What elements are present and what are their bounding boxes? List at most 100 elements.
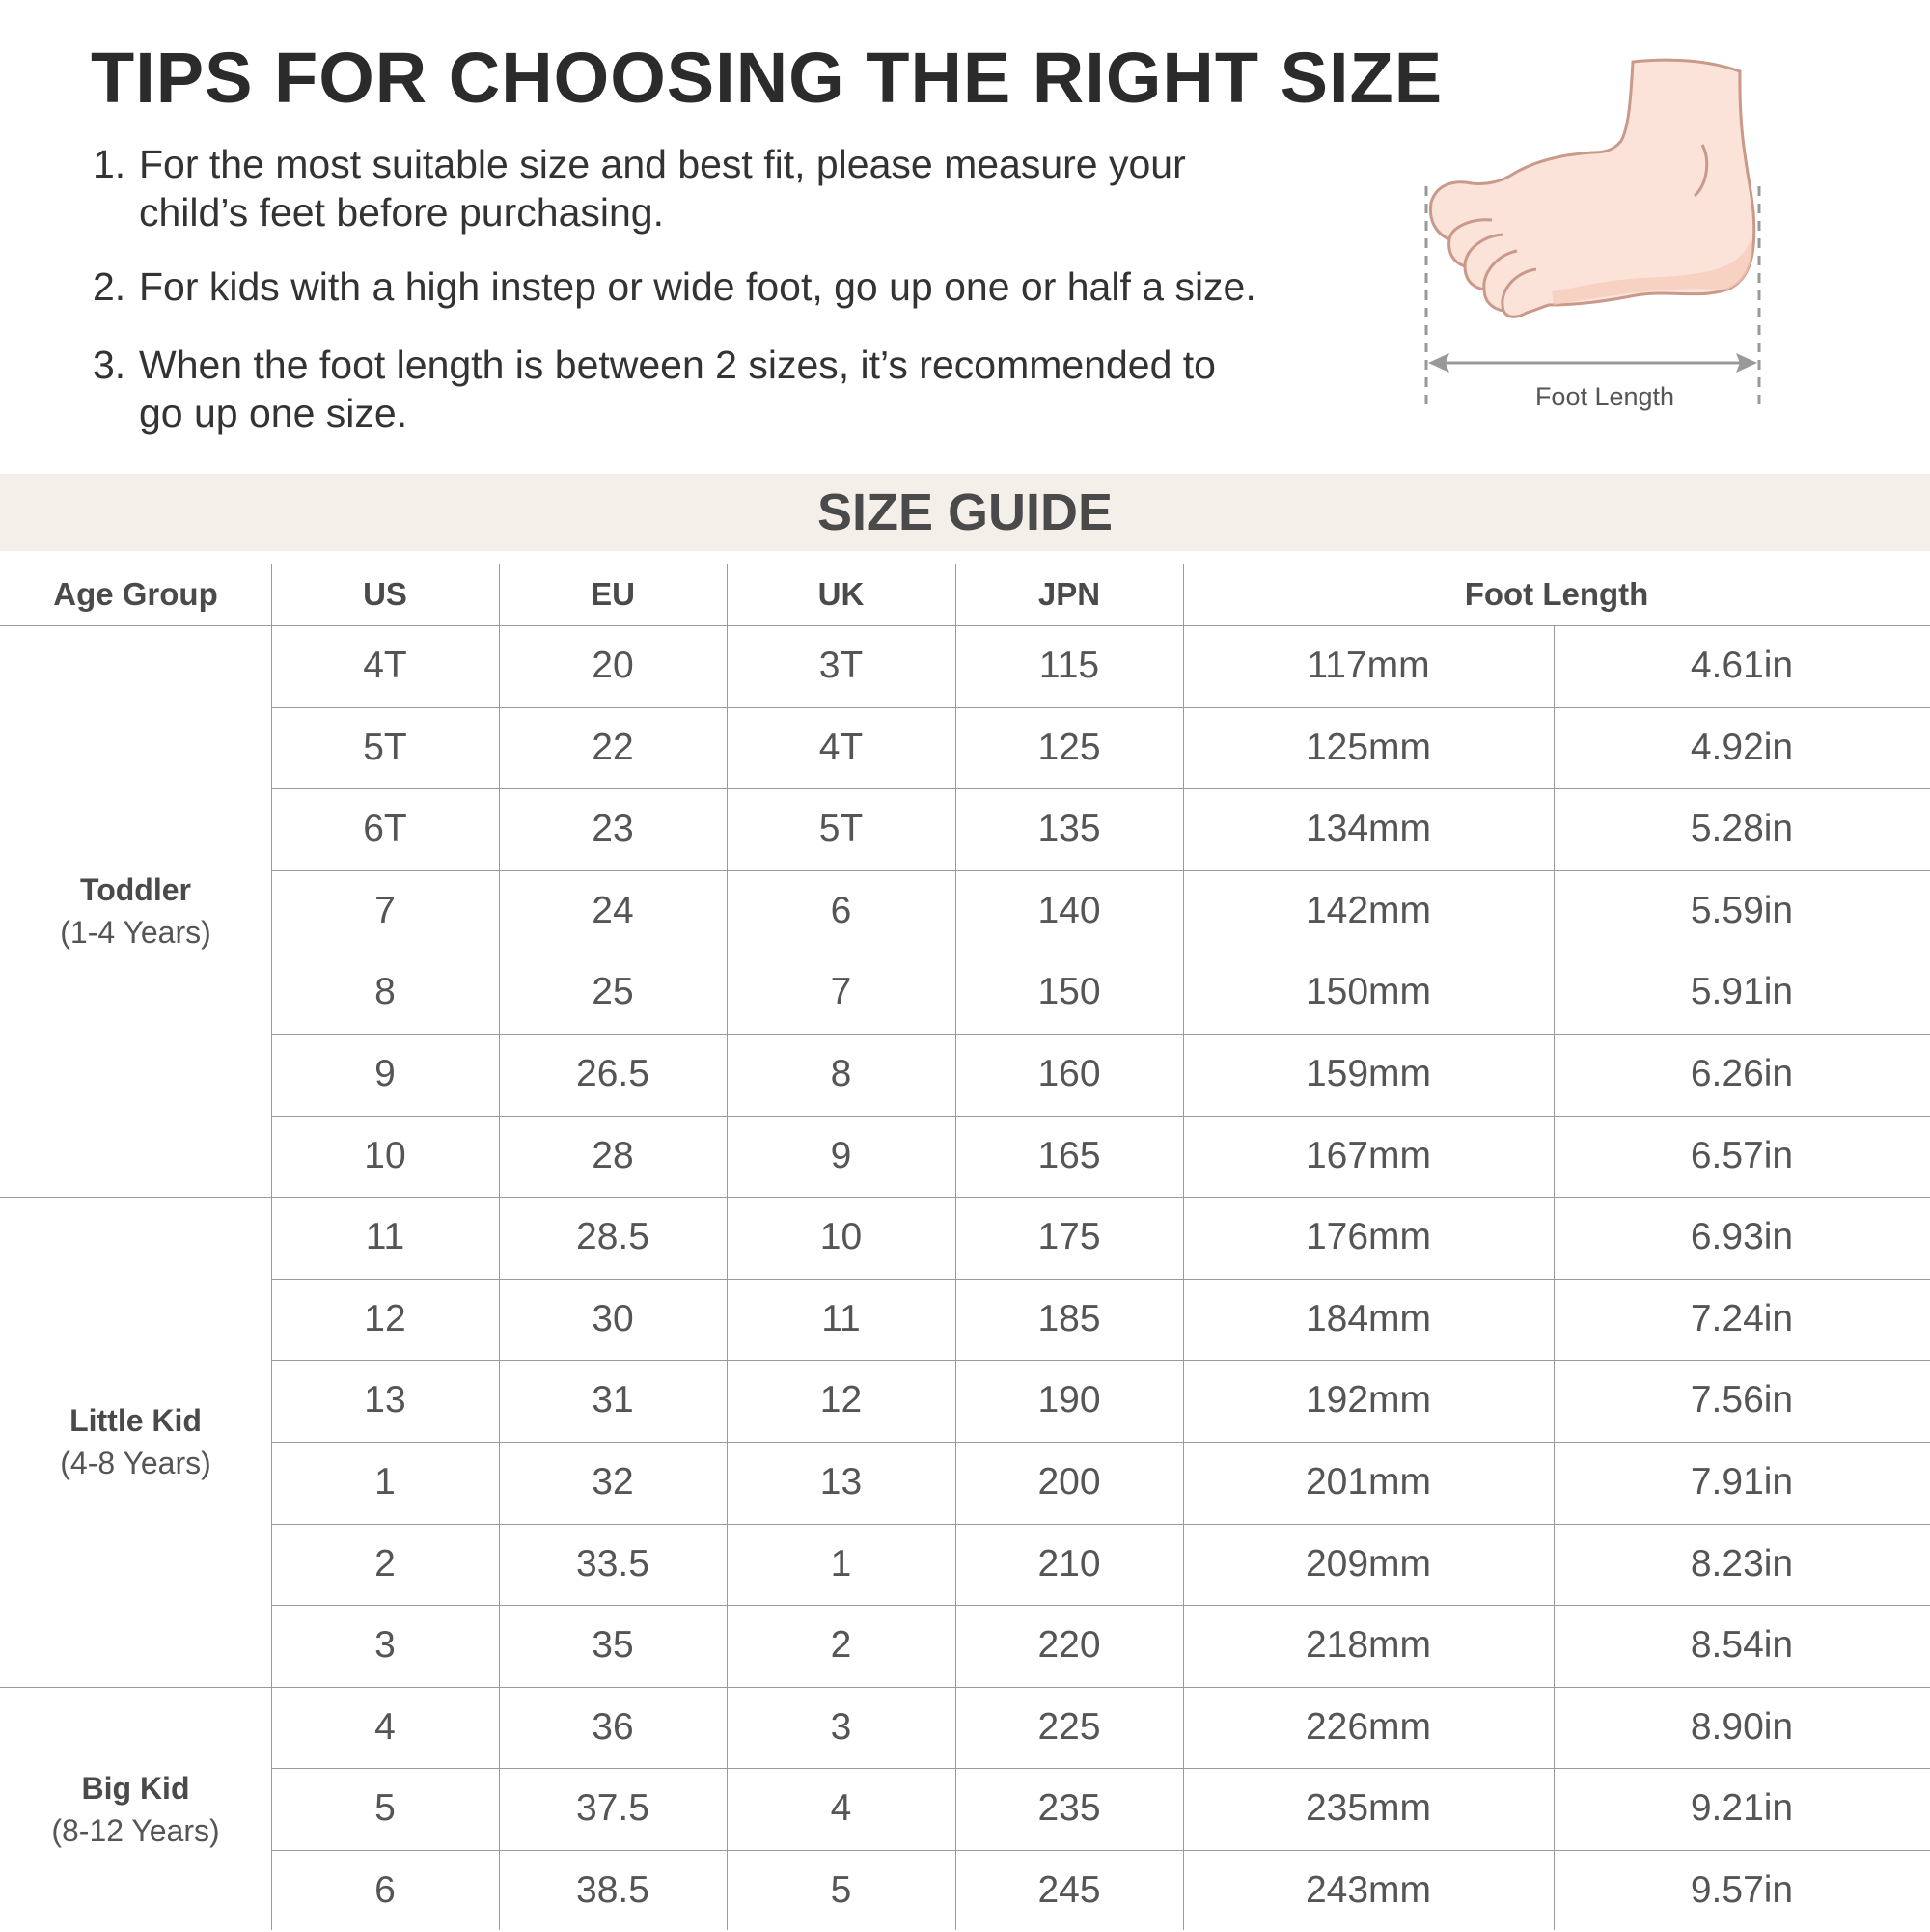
cell-foot-length-in: 7.91in bbox=[1690, 1461, 1794, 1503]
cell-eu: 22 bbox=[592, 726, 634, 768]
row-divider bbox=[271, 788, 1930, 790]
age-group-name: Big Kid bbox=[81, 1770, 190, 1806]
row-divider bbox=[271, 1523, 1930, 1525]
row-divider bbox=[271, 1605, 1930, 1607]
cell-us: 7 bbox=[374, 889, 396, 931]
cell-foot-length-mm: 150mm bbox=[1305, 971, 1432, 1013]
cell-jpn: 175 bbox=[1037, 1216, 1101, 1258]
age-group-range: (1-4 Years) bbox=[60, 915, 211, 951]
row-divider bbox=[271, 1442, 1930, 1443]
cell-jpn: 135 bbox=[1037, 808, 1101, 850]
row-divider bbox=[271, 1768, 1930, 1770]
cell-eu: 25 bbox=[592, 971, 634, 1013]
cell-foot-length-mm: 192mm bbox=[1305, 1379, 1432, 1421]
cell-us: 4 bbox=[374, 1705, 396, 1748]
row-divider bbox=[271, 706, 1930, 708]
cell-uk: 5 bbox=[830, 1869, 852, 1911]
cell-jpn: 150 bbox=[1037, 971, 1101, 1013]
cell-jpn: 160 bbox=[1037, 1053, 1101, 1094]
cell-jpn: 235 bbox=[1037, 1787, 1101, 1830]
cell-foot-length-in: 7.56in bbox=[1690, 1379, 1794, 1421]
tip-3: 3. When the foot length is between 2 size… bbox=[93, 341, 1347, 437]
cell-uk: 4T bbox=[818, 726, 864, 768]
cell-foot-length-mm: 176mm bbox=[1305, 1216, 1432, 1258]
age-group-range: (8-12 Years) bbox=[51, 1812, 220, 1848]
tip-text: For the most suitable size and best fit,… bbox=[139, 142, 1186, 186]
cell-us: 11 bbox=[365, 1216, 405, 1258]
cell-us: 13 bbox=[364, 1379, 406, 1421]
age-group-name: Toddler bbox=[80, 872, 191, 908]
foot-illustration: Foot Length bbox=[1424, 58, 1761, 411]
cell-foot-length-in: 8.23in bbox=[1690, 1542, 1794, 1585]
cell-foot-length-mm: 134mm bbox=[1305, 808, 1432, 850]
cell-foot-length-mm: 201mm bbox=[1305, 1461, 1432, 1503]
cell-us: 1 bbox=[374, 1461, 396, 1503]
cell-foot-length-in: 4.61in bbox=[1690, 645, 1794, 686]
cell-eu: 23 bbox=[592, 808, 634, 850]
cell-jpn: 245 bbox=[1037, 1869, 1101, 1911]
cell-jpn: 115 bbox=[1038, 645, 1100, 686]
cell-foot-length-mm: 184mm bbox=[1305, 1297, 1432, 1339]
tip-1: 1. For the most suitable size and best fi… bbox=[93, 140, 1347, 236]
cell-foot-length-mm: 243mm bbox=[1305, 1869, 1432, 1911]
size-guide-title: SIZE GUIDE bbox=[816, 483, 1114, 541]
column-header-uk: UK bbox=[817, 576, 865, 612]
foot-icon bbox=[1428, 58, 1756, 318]
cell-eu: 38.5 bbox=[576, 1869, 649, 1911]
column-divider bbox=[499, 564, 500, 1930]
cell-foot-length-in: 7.24in bbox=[1690, 1297, 1794, 1339]
column-header-foot-length: Foot Length bbox=[1464, 576, 1649, 612]
tip-text-cont: go up one size. bbox=[139, 391, 408, 435]
cell-foot-length-in: 8.54in bbox=[1690, 1624, 1794, 1667]
column-divider bbox=[727, 564, 728, 1930]
cell-foot-length-mm: 142mm bbox=[1305, 889, 1432, 931]
cell-us: 4T bbox=[363, 645, 407, 686]
row-divider bbox=[271, 1115, 1930, 1117]
tip-number: 1. bbox=[93, 142, 126, 186]
row-divider bbox=[271, 1034, 1930, 1035]
tip-text-cont: child’s feet before purchasing. bbox=[139, 190, 664, 235]
size-guide-banner: SIZE GUIDE bbox=[0, 474, 1930, 551]
column-header-jpn: JPN bbox=[1037, 576, 1101, 612]
cell-eu: 33.5 bbox=[576, 1542, 649, 1585]
cell-eu: 31 bbox=[592, 1379, 634, 1421]
group-divider bbox=[0, 1197, 1930, 1199]
row-divider bbox=[271, 869, 1930, 871]
cell-us: 10 bbox=[364, 1134, 406, 1176]
cell-us: 6 bbox=[374, 1869, 396, 1911]
cell-eu: 30 bbox=[592, 1297, 634, 1339]
cell-foot-length-mm: 125mm bbox=[1305, 726, 1432, 768]
tip-number: 2. bbox=[93, 264, 126, 309]
cell-uk: 2 bbox=[830, 1624, 852, 1667]
cell-foot-length-in: 8.90in bbox=[1690, 1705, 1794, 1748]
tip-2: 2. For kids with a high instep or wide fo… bbox=[93, 262, 1347, 311]
cell-jpn: 190 bbox=[1037, 1379, 1101, 1421]
cell-foot-length-mm: 218mm bbox=[1305, 1624, 1432, 1667]
cell-uk: 10 bbox=[819, 1216, 863, 1258]
cell-jpn: 165 bbox=[1037, 1134, 1101, 1176]
tip-number: 3. bbox=[93, 343, 126, 387]
cell-foot-length-mm: 117mm bbox=[1307, 645, 1430, 686]
cell-uk: 13 bbox=[819, 1461, 863, 1503]
cell-eu: 26.5 bbox=[576, 1053, 649, 1094]
column-divider bbox=[1554, 625, 1555, 1930]
cell-eu: 28.5 bbox=[576, 1216, 649, 1258]
cell-foot-length-in: 5.59in bbox=[1690, 889, 1794, 931]
cell-us: 8 bbox=[374, 971, 396, 1013]
cell-foot-length-mm: 159mm bbox=[1305, 1053, 1432, 1094]
tip-text: When the foot length is between 2 sizes,… bbox=[139, 343, 1216, 387]
age-group-name: Little Kid bbox=[69, 1403, 202, 1438]
column-header-age-group: Age Group bbox=[53, 576, 218, 612]
cell-us: 2 bbox=[374, 1542, 396, 1585]
tip-text: For kids with a high instep or wide foot… bbox=[139, 264, 1256, 309]
cell-jpn: 220 bbox=[1037, 1624, 1101, 1667]
age-group-0: Toddler (1-4 Years) bbox=[0, 869, 271, 953]
page-title: TIPS FOR CHOOSING THE RIGHT SIZE bbox=[91, 38, 1444, 118]
cell-foot-length-in: 6.93in bbox=[1690, 1216, 1794, 1258]
cell-us: 5T bbox=[363, 726, 407, 768]
cell-foot-length-in: 6.57in bbox=[1690, 1134, 1794, 1176]
cell-eu: 28 bbox=[592, 1134, 634, 1176]
cell-us: 3 bbox=[374, 1624, 396, 1667]
column-divider bbox=[271, 564, 272, 1930]
cell-us: 5 bbox=[374, 1787, 396, 1830]
